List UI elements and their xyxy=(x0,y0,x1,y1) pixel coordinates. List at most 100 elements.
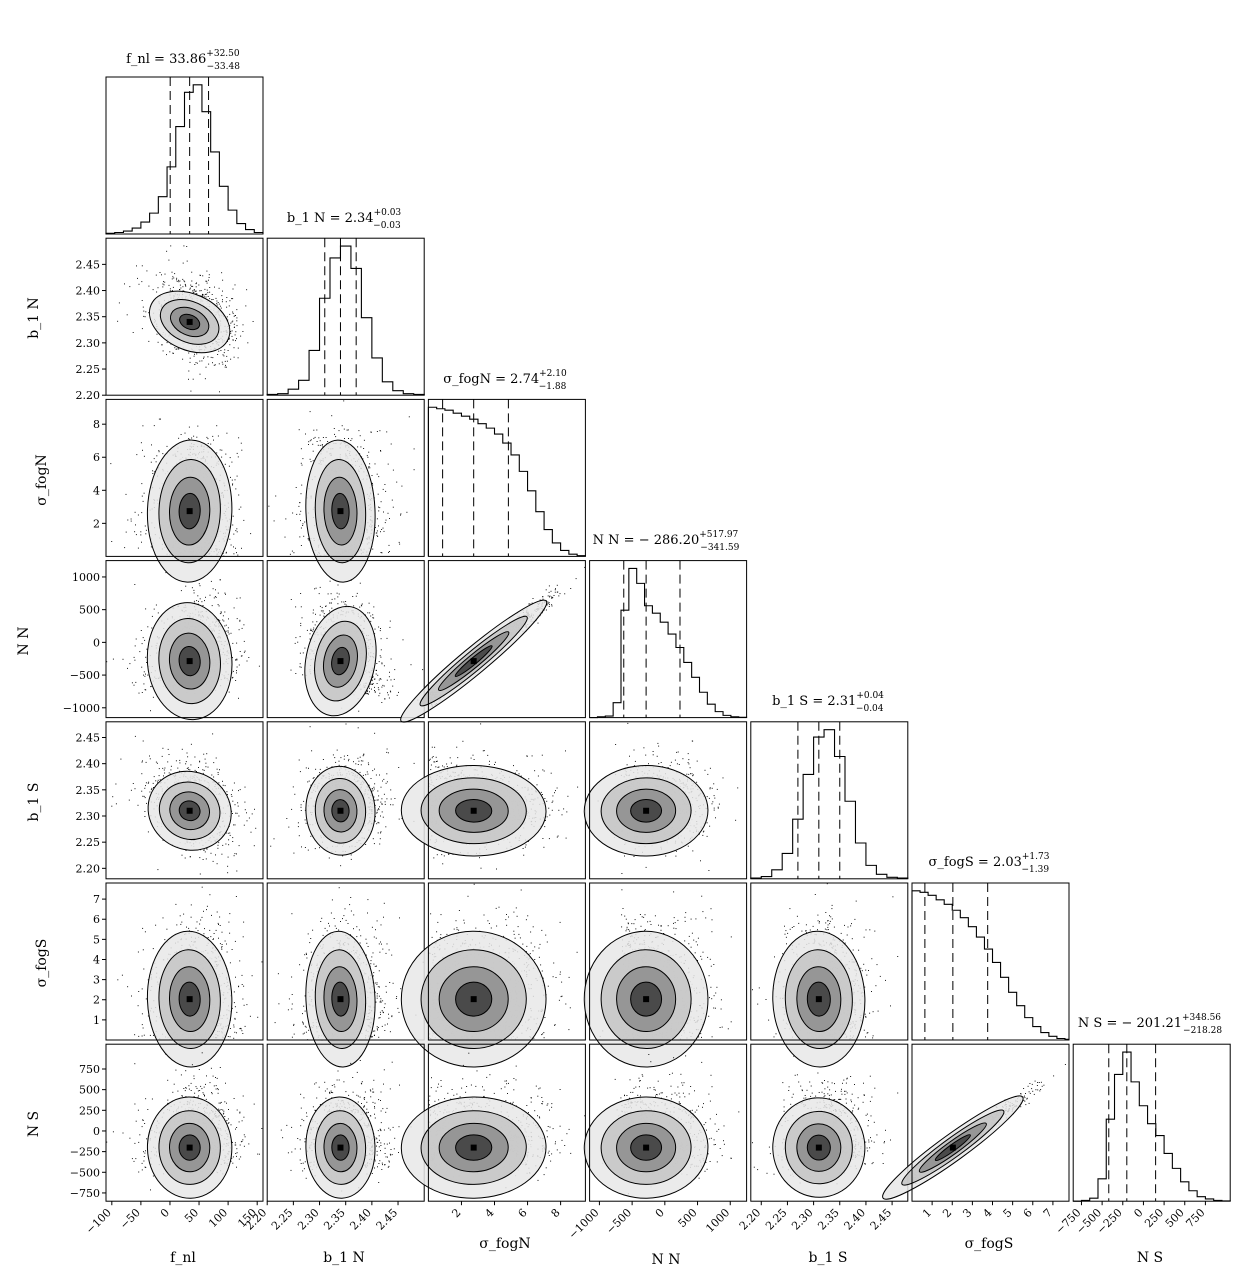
xlabel-NS: N S xyxy=(1137,1250,1163,1266)
histogram-fnl xyxy=(105,84,264,234)
panel-frame-sigS-fnl xyxy=(105,882,264,1041)
xtick-NN-4: 1000 xyxy=(703,1206,732,1235)
density-peak-NS-sigN xyxy=(470,1144,477,1151)
ytick-NS-3: 0 xyxy=(93,1125,100,1138)
ylabel-NN: N N xyxy=(16,627,32,656)
xtick-sigS-4: 5 xyxy=(1001,1206,1015,1220)
density-peak-NS-NN xyxy=(643,1144,650,1151)
ytick-b1N-1: 2.25 xyxy=(76,363,101,376)
ytick-b1S-1: 2.25 xyxy=(76,836,101,849)
panel-NN-sigN xyxy=(400,560,586,723)
panel-sigS-b1N xyxy=(266,882,425,1068)
panel-sigS-b1S xyxy=(750,882,909,1068)
ytick-NS-6: 750 xyxy=(79,1063,100,1076)
panel-frame-NS-b1S xyxy=(750,1043,909,1202)
title-b1S: b_1 S = 2.31+0.04 −0.04 xyxy=(772,691,884,714)
ytick-sigN-2: 6 xyxy=(93,451,100,464)
axis-labels: f_nl b_1 N σ_fogN N N b_1 S σ_fogS N S b… xyxy=(16,297,1163,1267)
ytick-sigS-6: 7 xyxy=(93,893,100,906)
density-peak-sigS-b1S xyxy=(815,996,822,1003)
ytick-b1N-4: 2.40 xyxy=(76,285,101,298)
ytick-b1S-4: 2.40 xyxy=(76,758,101,771)
xtick-NS-4: 250 xyxy=(1142,1206,1166,1230)
panel-frame-b1N-b1N xyxy=(266,237,425,396)
ytick-b1N-5: 2.45 xyxy=(76,258,101,271)
xtick-NN-0: −1000 xyxy=(566,1206,602,1242)
xtick-sigN-3: 8 xyxy=(549,1206,563,1220)
ylabel-b1S: b_1 S xyxy=(26,783,42,822)
density-peak-NS-fnl xyxy=(186,1144,193,1151)
xtick-b1N-1: 2.25 xyxy=(269,1206,296,1233)
density-peak-sigS-b1N xyxy=(337,996,344,1003)
panel-frame-sigN-fnl xyxy=(105,398,264,557)
xtick-b1N-3: 2.35 xyxy=(321,1206,348,1233)
xlabel-sigN: σ_fogN xyxy=(479,1236,530,1252)
xlabel-b1S: b_1 S xyxy=(809,1250,848,1266)
panel-frame-b1S-fnl xyxy=(105,721,264,880)
panel-b1S-sigN xyxy=(400,721,586,880)
panel-sigN-b1N xyxy=(266,398,425,583)
xtick-NN-3: 500 xyxy=(676,1206,700,1230)
xtick-fnl-1: −50 xyxy=(117,1206,143,1232)
panel-b1N-b1N xyxy=(266,237,425,396)
panel-frame-NS-sigN xyxy=(427,1043,586,1202)
xtick-NS-3: 0 xyxy=(1131,1206,1145,1220)
density-peak-NN-b1N xyxy=(337,658,344,665)
ytick-b1S-3: 2.35 xyxy=(76,784,101,797)
density-peak-NS-b1S xyxy=(815,1144,822,1151)
xtick-b1S-0: 2.20 xyxy=(737,1206,764,1233)
ytick-b1N-3: 2.35 xyxy=(76,311,101,324)
ytick-sigS-1: 2 xyxy=(93,994,100,1007)
panel-NN-b1N xyxy=(266,560,425,719)
panel-frame-NS-sigS xyxy=(911,1043,1070,1202)
ylabel-sigS: σ_fogS xyxy=(34,939,50,988)
ytick-NS-0: −750 xyxy=(70,1187,100,1200)
histogram-titles: f_nl = 33.86+32.50 −33.48 b_1 N = 2.34+0.… xyxy=(126,49,1222,1036)
ytick-sigN-3: 8 xyxy=(93,418,100,431)
xtick-NN-2: 0 xyxy=(653,1206,667,1220)
xtick-NN-1: −500 xyxy=(604,1206,635,1237)
panel-frame-sigN-b1N xyxy=(266,398,425,557)
ytick-NN-0: −1000 xyxy=(63,702,100,715)
density-peak-b1S-NN xyxy=(643,807,650,814)
xtick-sigS-5: 6 xyxy=(1021,1206,1035,1220)
xtick-b1N-5: 2.45 xyxy=(374,1206,401,1233)
xtick-fnl-4: 100 xyxy=(206,1206,230,1230)
xtick-b1N-4: 2.40 xyxy=(347,1206,374,1233)
xtick-b1S-3: 2.35 xyxy=(815,1206,842,1233)
xtick-sigN-2: 6 xyxy=(516,1206,530,1220)
ytick-b1N-0: 2.20 xyxy=(76,389,101,402)
ytick-NS-4: 250 xyxy=(79,1104,100,1117)
title-sigN: σ_fogN = 2.74+2.10 −1.88 xyxy=(443,369,567,392)
panel-frame-b1N-fnl xyxy=(105,237,264,396)
xtick-fnl-3: 50 xyxy=(182,1206,201,1225)
xtick-NS-5: 500 xyxy=(1163,1206,1187,1230)
xlabel-fnl: f_nl xyxy=(170,1250,196,1266)
panel-b1S-fnl: 2.20 2.25 2.30 2.35 2.40 2.45 xyxy=(76,721,264,880)
ytick-NN-3: 500 xyxy=(79,604,100,617)
panel-frame-fnl-fnl xyxy=(105,76,264,235)
density-peak-b1N-fnl xyxy=(186,318,193,325)
ylabel-sigN: σ_fogN xyxy=(34,454,50,505)
xtick-sigS-2: 3 xyxy=(960,1206,974,1220)
panel-sigS-NN xyxy=(583,882,748,1068)
ytick-sigS-0: 1 xyxy=(93,1014,100,1027)
xtick-sigS-3: 4 xyxy=(980,1206,994,1220)
panel-b1S-b1S xyxy=(750,721,909,880)
panel-sigN-fnl: 2 4 6 8 xyxy=(93,398,264,583)
ytick-NN-1: −500 xyxy=(70,669,100,682)
density-peak-NN-fnl xyxy=(186,658,193,665)
ytick-sigN-0: 2 xyxy=(93,517,100,530)
ytick-NN-2: 0 xyxy=(93,636,100,649)
panel-frame-NN-sigN xyxy=(427,560,586,719)
density-peak-sigN-fnl xyxy=(186,508,193,515)
ytick-b1N-2: 2.30 xyxy=(76,337,101,350)
xtick-fnl-2: 0 xyxy=(158,1206,172,1220)
panel-frame-sigS-b1S xyxy=(750,882,909,1041)
xtick-sigN-0: 2 xyxy=(449,1206,463,1220)
panel-sigS-sigN xyxy=(400,882,586,1068)
ytick-sigN-1: 4 xyxy=(93,484,100,497)
xtick-sigS-1: 2 xyxy=(940,1206,954,1220)
